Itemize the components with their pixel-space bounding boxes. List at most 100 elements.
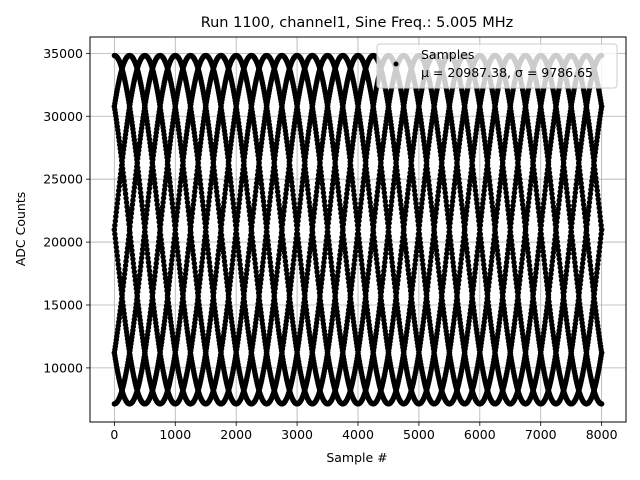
- sample-point: [548, 267, 555, 273]
- sample-point: [113, 244, 120, 250]
- sample-point: [388, 255, 395, 261]
- sample-point: [511, 263, 518, 270]
- sample-point: [557, 188, 563, 195]
- sample-point: [504, 202, 511, 209]
- sample-point: [266, 250, 273, 257]
- sample-point: [266, 246, 272, 253]
- sample-point: [435, 188, 442, 195]
- sample-point: [503, 194, 510, 200]
- sample-point: [114, 253, 120, 259]
- sample-point: [511, 259, 517, 265]
- sample-point: [373, 256, 380, 262]
- sample-point: [564, 259, 571, 265]
- sample-point: [426, 271, 432, 277]
- sample-point: [449, 202, 455, 209]
- sample-point: [572, 190, 579, 196]
- sample-point: [558, 184, 564, 191]
- sample-point: [381, 185, 387, 192]
- sample-point: [389, 259, 395, 265]
- sample-point: [390, 268, 396, 274]
- sample-point: [190, 206, 196, 212]
- sample-point: [321, 259, 327, 265]
- sample-point: [198, 263, 205, 270]
- sample-point: [558, 180, 564, 186]
- sample-point: [573, 185, 579, 192]
- sample-point: [450, 194, 456, 200]
- sample-point: [383, 207, 389, 213]
- sample-point: [557, 193, 563, 199]
- sample-point: [504, 198, 510, 205]
- sample-point: [138, 194, 144, 200]
- sample-point: [314, 180, 321, 186]
- sample-point: [190, 201, 196, 208]
- sample-point: [206, 194, 213, 200]
- sample-point: [375, 273, 382, 279]
- sample-point: [244, 191, 251, 197]
- sample-point: [261, 207, 268, 213]
- sample-point: [131, 264, 137, 271]
- sample-point: [428, 254, 434, 260]
- sample-point: [122, 186, 128, 193]
- sample-point: [382, 198, 388, 205]
- sample-point: [246, 204, 252, 210]
- sample-point: [261, 202, 267, 209]
- sample-point: [488, 195, 495, 201]
- sample-point: [427, 262, 433, 269]
- sample-point: [145, 255, 151, 261]
- sample-point: [192, 184, 198, 191]
- sample-point: [129, 247, 135, 254]
- sample-point: [322, 246, 329, 253]
- sample-point: [565, 255, 571, 261]
- sample-point: [572, 194, 578, 200]
- sample-point: [497, 269, 503, 275]
- sample-point: [121, 182, 128, 188]
- sample-point: [502, 181, 508, 187]
- sample-point: [372, 247, 379, 254]
- sample-point: [496, 264, 503, 271]
- sample-point: [322, 250, 328, 257]
- sample-point: [112, 231, 118, 237]
- sample-point: [205, 207, 211, 213]
- sample-point: [191, 197, 197, 203]
- sample-point: [374, 260, 380, 267]
- sample-point: [375, 269, 381, 275]
- sample-point: [448, 207, 455, 213]
- sample-point: [183, 267, 189, 273]
- sample-point: [327, 207, 333, 213]
- sample-point: [571, 198, 578, 205]
- sample-point: [114, 248, 120, 255]
- sample-point: [320, 268, 326, 274]
- sample-point: [145, 259, 152, 265]
- sample-point: [306, 258, 312, 264]
- sample-point: [312, 201, 318, 208]
- sample-point: [311, 206, 318, 212]
- sample-point: [512, 272, 519, 278]
- sample-point: [146, 268, 153, 274]
- sample-point: [137, 190, 144, 196]
- sample-point: [425, 275, 432, 281]
- sample-point: [381, 190, 388, 196]
- sample-point: [502, 185, 509, 192]
- sample-point: [563, 272, 569, 278]
- sample-point: [243, 178, 249, 184]
- sample-point: [321, 255, 328, 261]
- sample-point: [182, 275, 188, 281]
- sample-point: [494, 247, 501, 254]
- sample-point: [268, 263, 274, 270]
- sample-point: [573, 181, 579, 187]
- sample-point: [243, 182, 250, 188]
- sample-point: [367, 199, 373, 206]
- sample-point: [131, 269, 138, 275]
- sample-point: [314, 184, 320, 191]
- sample-point: [206, 198, 212, 205]
- sample-point: [571, 202, 577, 209]
- sample-point: [365, 182, 371, 188]
- sample-point: [497, 273, 503, 279]
- sample-point: [441, 272, 447, 278]
- sample-point: [556, 197, 562, 203]
- sample-point: [193, 180, 199, 186]
- sample-point: [129, 252, 136, 258]
- sample-point: [433, 206, 440, 212]
- sample-point: [495, 256, 502, 262]
